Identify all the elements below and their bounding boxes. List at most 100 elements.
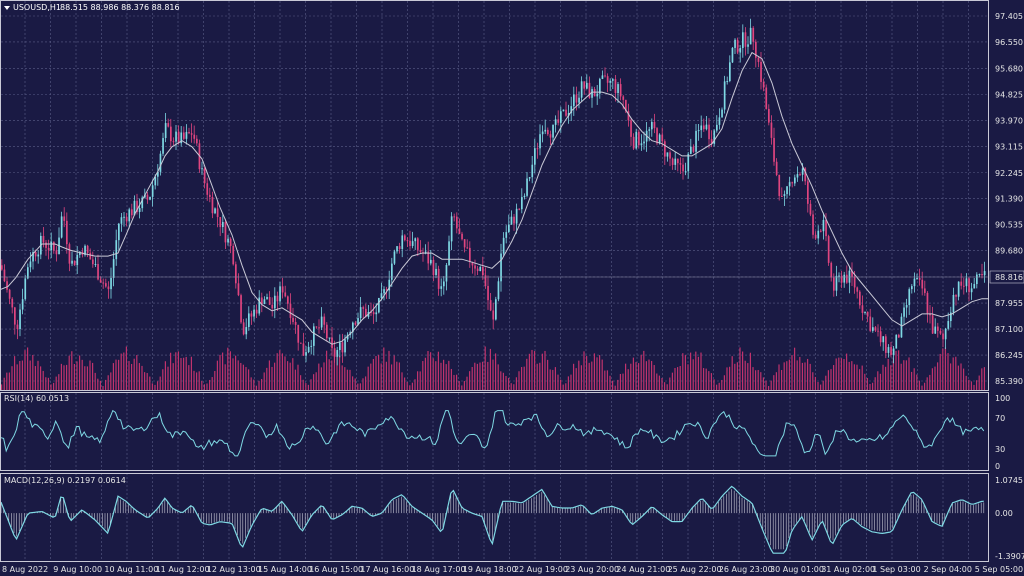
volume-bar: [684, 355, 686, 390]
candle-body: [528, 177, 531, 179]
volume-bar: [341, 365, 343, 390]
volume-bar: [937, 362, 939, 390]
candle-body: [128, 209, 131, 222]
candle-body: [697, 130, 700, 132]
price-tick-label: 90.535: [995, 221, 1023, 230]
candle-body: [229, 238, 232, 246]
volume-bar: [638, 363, 640, 390]
candle-body: [658, 134, 661, 144]
volume-bar: [461, 385, 463, 390]
volume-bar: [6, 372, 8, 390]
candle-body: [591, 89, 593, 98]
time-tick-label: 11 Aug 12:00: [156, 565, 210, 574]
candle-body: [331, 337, 333, 349]
candle-body: [638, 131, 640, 146]
time-tick-label: 30 Aug 01:00: [770, 565, 824, 574]
candle-body: [957, 281, 960, 297]
candle-body: [656, 128, 658, 144]
volume-bar: [666, 384, 668, 390]
volume-bar: [261, 378, 263, 390]
candle-body: [341, 342, 344, 353]
candle-body: [185, 131, 188, 139]
volume-bar: [123, 352, 125, 390]
candle-body: [115, 240, 118, 260]
volume-bar: [92, 362, 94, 390]
volume-bar: [677, 367, 679, 390]
volume-bar: [214, 371, 216, 390]
volume-bar: [84, 366, 86, 390]
volume-bar: [786, 361, 788, 390]
candle-body: [84, 245, 86, 255]
volume-bar: [281, 353, 283, 390]
candle-body: [183, 132, 185, 139]
volume-bar: [513, 384, 515, 390]
candle-body: [744, 32, 747, 47]
volume-bar: [242, 364, 244, 390]
candle-body: [466, 247, 469, 249]
candle-body: [726, 81, 729, 83]
candle-body: [578, 97, 580, 103]
volume-bar: [827, 370, 829, 390]
candle-body: [1, 265, 3, 270]
volume-bar: [474, 362, 476, 390]
candle-body: [110, 277, 112, 290]
volume-bar: [911, 371, 913, 390]
candle-body: [476, 268, 479, 272]
candle-body: [781, 195, 783, 197]
candle-body: [710, 139, 713, 144]
volume-bar: [484, 346, 486, 390]
candle-body: [866, 311, 869, 317]
candle-body: [580, 81, 583, 98]
candle-body: [125, 216, 128, 222]
dropdown-triangle-icon[interactable]: [4, 6, 10, 10]
candle-body: [359, 307, 362, 319]
candle-body: [196, 138, 198, 144]
candle-body: [807, 181, 809, 204]
volume-bar: [456, 374, 458, 390]
candle-body: [827, 236, 830, 263]
volume-bar: [71, 351, 73, 390]
volume-bar: [713, 379, 715, 390]
volume-bar: [973, 384, 975, 390]
volume-bar: [292, 358, 294, 390]
candle-body: [877, 330, 879, 332]
volume-bar: [245, 367, 247, 390]
candle-body: [162, 138, 164, 154]
time-tick-label: 25 Aug 22:00: [668, 565, 722, 574]
volume-bar: [526, 358, 528, 390]
volume-bar: [201, 380, 203, 390]
volume-bar: [739, 347, 741, 390]
candle-body: [66, 220, 68, 245]
volume-bar: [554, 367, 556, 390]
volume-bar: [60, 363, 62, 390]
volume-bar: [253, 379, 255, 390]
candle-body: [242, 322, 245, 335]
volume-bar: [404, 377, 406, 390]
volume-bar: [757, 370, 759, 390]
volume-bar: [762, 377, 764, 390]
volume-bar: [773, 375, 775, 390]
volume-bar: [669, 377, 671, 390]
symbol-label: USOUSD,H1: [13, 3, 61, 12]
volume-bar: [976, 380, 978, 390]
volume-bar: [916, 374, 918, 390]
candle-body: [705, 124, 708, 130]
volume-bar: [175, 352, 177, 390]
candle-body: [141, 197, 144, 209]
candle-body: [804, 168, 807, 182]
candle-body: [232, 245, 235, 265]
candle-body: [526, 178, 528, 196]
candle-body: [770, 122, 773, 138]
volume-bar: [768, 386, 770, 390]
candle-body: [716, 124, 718, 131]
candle-body: [16, 324, 19, 330]
volume-bar: [222, 352, 224, 390]
candle-body: [541, 131, 544, 135]
candle-body: [37, 254, 40, 257]
volume-bar: [796, 360, 798, 390]
candle-body: [734, 39, 736, 48]
candle-body: [362, 307, 365, 309]
candle-body: [757, 57, 760, 62]
volume-bar: [643, 350, 645, 390]
candle-body: [391, 263, 393, 280]
